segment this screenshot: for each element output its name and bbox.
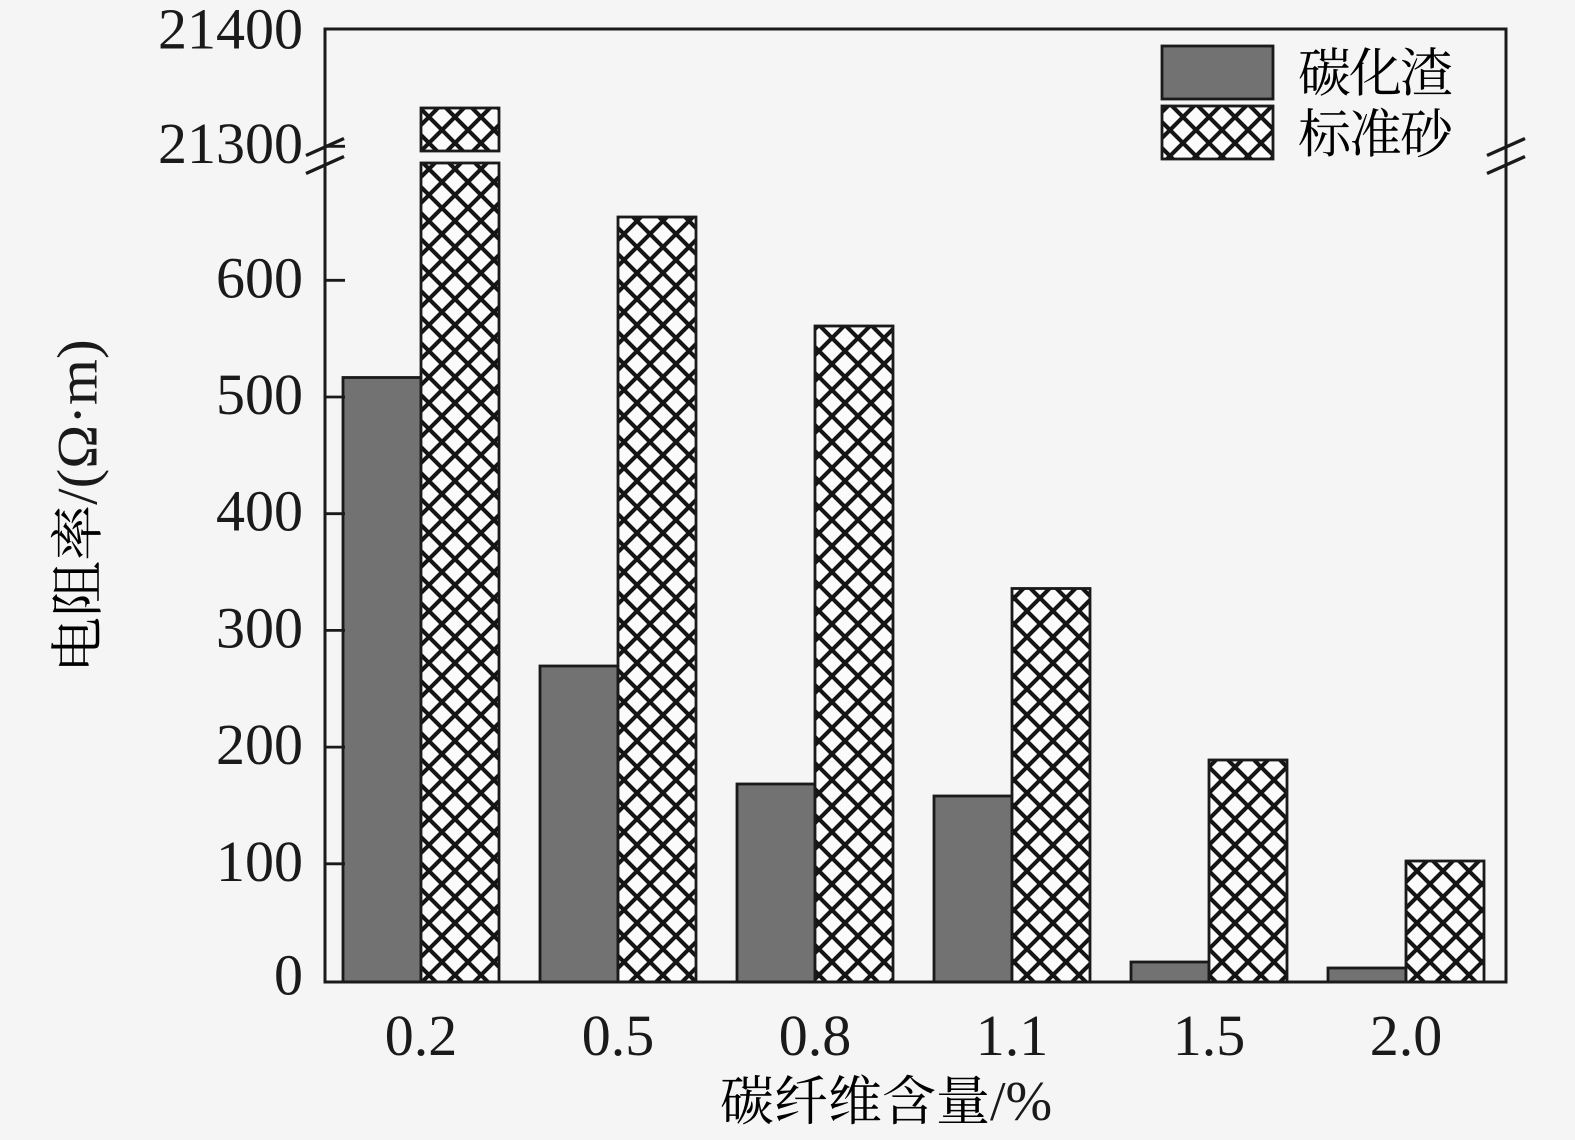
svg-text:400: 400 <box>216 479 303 544</box>
svg-text:0.5: 0.5 <box>582 1003 655 1068</box>
svg-text:0.2: 0.2 <box>385 1003 458 1068</box>
svg-text:200: 200 <box>216 712 303 777</box>
svg-text:1.1: 1.1 <box>976 1003 1049 1068</box>
svg-text:/%: /% <box>990 1071 1052 1133</box>
svg-text:21300: 21300 <box>158 111 303 176</box>
svg-text:21400: 21400 <box>158 0 303 62</box>
svg-text:100: 100 <box>216 829 303 894</box>
svg-text:/(Ω·m): /(Ω·m) <box>45 339 109 505</box>
svg-text:0: 0 <box>274 943 303 1008</box>
svg-text:500: 500 <box>216 362 303 427</box>
svg-text:2.0: 2.0 <box>1370 1003 1443 1068</box>
svg-text:1.5: 1.5 <box>1173 1003 1246 1068</box>
svg-text:600: 600 <box>216 245 303 310</box>
svg-text:0.8: 0.8 <box>779 1003 852 1068</box>
svg-text:300: 300 <box>216 595 303 660</box>
